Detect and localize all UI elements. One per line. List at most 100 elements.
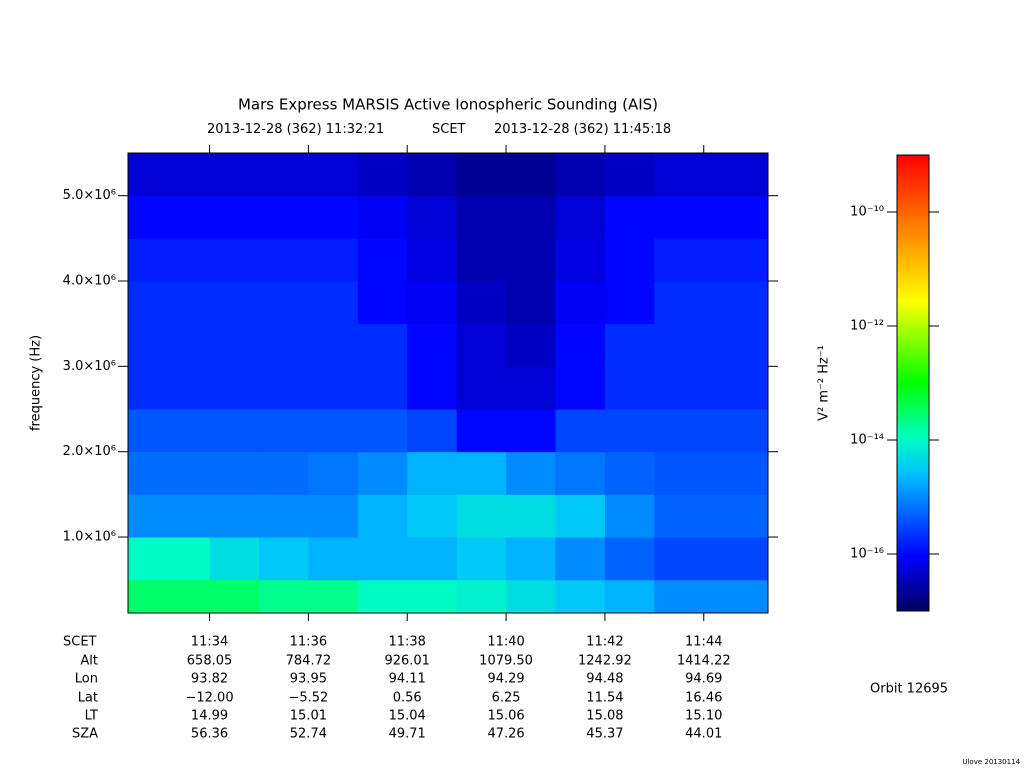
heat-cell	[308, 579, 359, 613]
heat-cell	[703, 366, 754, 410]
heat-cell	[407, 579, 458, 613]
plot-frame	[127, 152, 769, 614]
heat-cell	[703, 238, 754, 282]
colorbar-tick-label: 10⁻¹⁴	[850, 433, 884, 448]
heat-cell	[160, 409, 211, 453]
x-tick-label: 11:36	[290, 635, 327, 650]
heat-cell	[160, 366, 211, 410]
ephemeris-value: 56.36	[191, 727, 228, 742]
heat-cell	[357, 323, 408, 367]
heat-cell	[128, 537, 161, 581]
heat-cell	[160, 153, 211, 197]
heat-cell	[357, 366, 408, 410]
heat-cell	[308, 409, 359, 453]
start-date: 2013-12-28 (362)	[207, 122, 322, 137]
heat-cell	[506, 537, 556, 581]
heat-cell	[506, 195, 556, 239]
y-tick-label: 4.0×10⁶	[63, 274, 116, 289]
ephemeris-label: Alt	[80, 654, 98, 669]
colorbar-tick-label: 10⁻¹⁶	[850, 547, 884, 562]
heat-cell	[654, 494, 705, 538]
heat-cell	[703, 409, 754, 453]
heat-cell	[160, 494, 211, 538]
ephemeris-value: 14.99	[191, 709, 228, 724]
heat-cell	[308, 195, 359, 239]
heat-cell	[456, 153, 507, 197]
footer: Ulove 20130114	[962, 758, 1020, 766]
heat-cell	[753, 238, 768, 282]
ephemeris-value: 45.37	[586, 727, 623, 742]
heat-cell	[506, 579, 556, 613]
ephemeris-value: 11.54	[586, 691, 623, 706]
heat-cell	[160, 579, 211, 613]
heat-cell	[506, 238, 556, 282]
heat-cell	[604, 451, 655, 495]
heat-cell	[357, 153, 408, 197]
heat-cell	[456, 366, 507, 410]
heat-cell	[160, 238, 211, 282]
heat-cell	[128, 409, 161, 453]
heat-cell	[357, 281, 408, 325]
x-tick-label: 11:42	[586, 635, 623, 650]
heat-cell	[407, 409, 458, 453]
heat-cell	[555, 579, 606, 613]
heat-cell	[160, 195, 211, 239]
colorbar-tick-label: 10⁻¹²	[850, 319, 884, 334]
heat-cell	[456, 281, 507, 325]
heat-cell	[407, 366, 458, 410]
ephemeris-value: 784.72	[286, 654, 332, 669]
heat-cell	[128, 366, 161, 410]
heat-cell	[308, 451, 359, 495]
heat-cell	[654, 537, 705, 581]
heat-cell	[209, 494, 260, 538]
heat-cell	[753, 195, 768, 239]
ephemeris-value: 49.71	[389, 727, 426, 742]
start-time: 11:32:21	[326, 122, 384, 137]
colorbar-tick-label: 10⁻¹⁰	[850, 205, 884, 220]
heat-cell	[258, 409, 309, 453]
time-system: SCET	[432, 122, 466, 137]
ephemeris-value: 16.46	[685, 691, 722, 706]
heat-cell	[258, 366, 309, 410]
heat-cell	[357, 409, 408, 453]
heat-cell	[308, 323, 359, 367]
heat-cell	[258, 153, 309, 197]
heat-cell	[506, 366, 556, 410]
heat-cell	[753, 366, 768, 410]
ephemeris-value: −12.00	[185, 691, 233, 706]
colorbar-frame	[896, 154, 930, 612]
heat-cell	[555, 195, 606, 239]
heat-cell	[555, 153, 606, 197]
ephemeris-value: 15.06	[487, 709, 524, 724]
heat-cell	[128, 494, 161, 538]
heat-cell	[128, 195, 161, 239]
ephemeris-value: 52.74	[290, 727, 327, 742]
heat-cell	[128, 323, 161, 367]
heat-cell	[160, 451, 211, 495]
heat-cell	[407, 537, 458, 581]
heat-cell	[753, 409, 768, 453]
heat-cell	[654, 238, 705, 282]
heat-cell	[258, 195, 309, 239]
heat-cell	[456, 451, 507, 495]
heat-cell	[128, 451, 161, 495]
heat-cell	[604, 579, 655, 613]
ephemeris-value: 15.04	[389, 709, 426, 724]
heat-cell	[308, 153, 359, 197]
heat-cell	[456, 323, 507, 367]
heat-cell	[209, 409, 260, 453]
heat-cell	[555, 323, 606, 367]
heat-cell	[753, 494, 768, 538]
heat-cell	[357, 579, 408, 613]
heat-cell	[258, 537, 309, 581]
heat-cell	[654, 409, 705, 453]
heat-cell	[604, 537, 655, 581]
ephemeris-value: 926.01	[384, 654, 430, 669]
heat-cell	[209, 153, 260, 197]
heat-cell	[258, 281, 309, 325]
heat-cell	[209, 579, 260, 613]
ephemeris-time-label: SCET	[63, 635, 97, 650]
heat-cell	[357, 451, 408, 495]
ephemeris-label: LT	[85, 709, 98, 724]
orbit-label: Orbit 12695	[870, 682, 948, 697]
